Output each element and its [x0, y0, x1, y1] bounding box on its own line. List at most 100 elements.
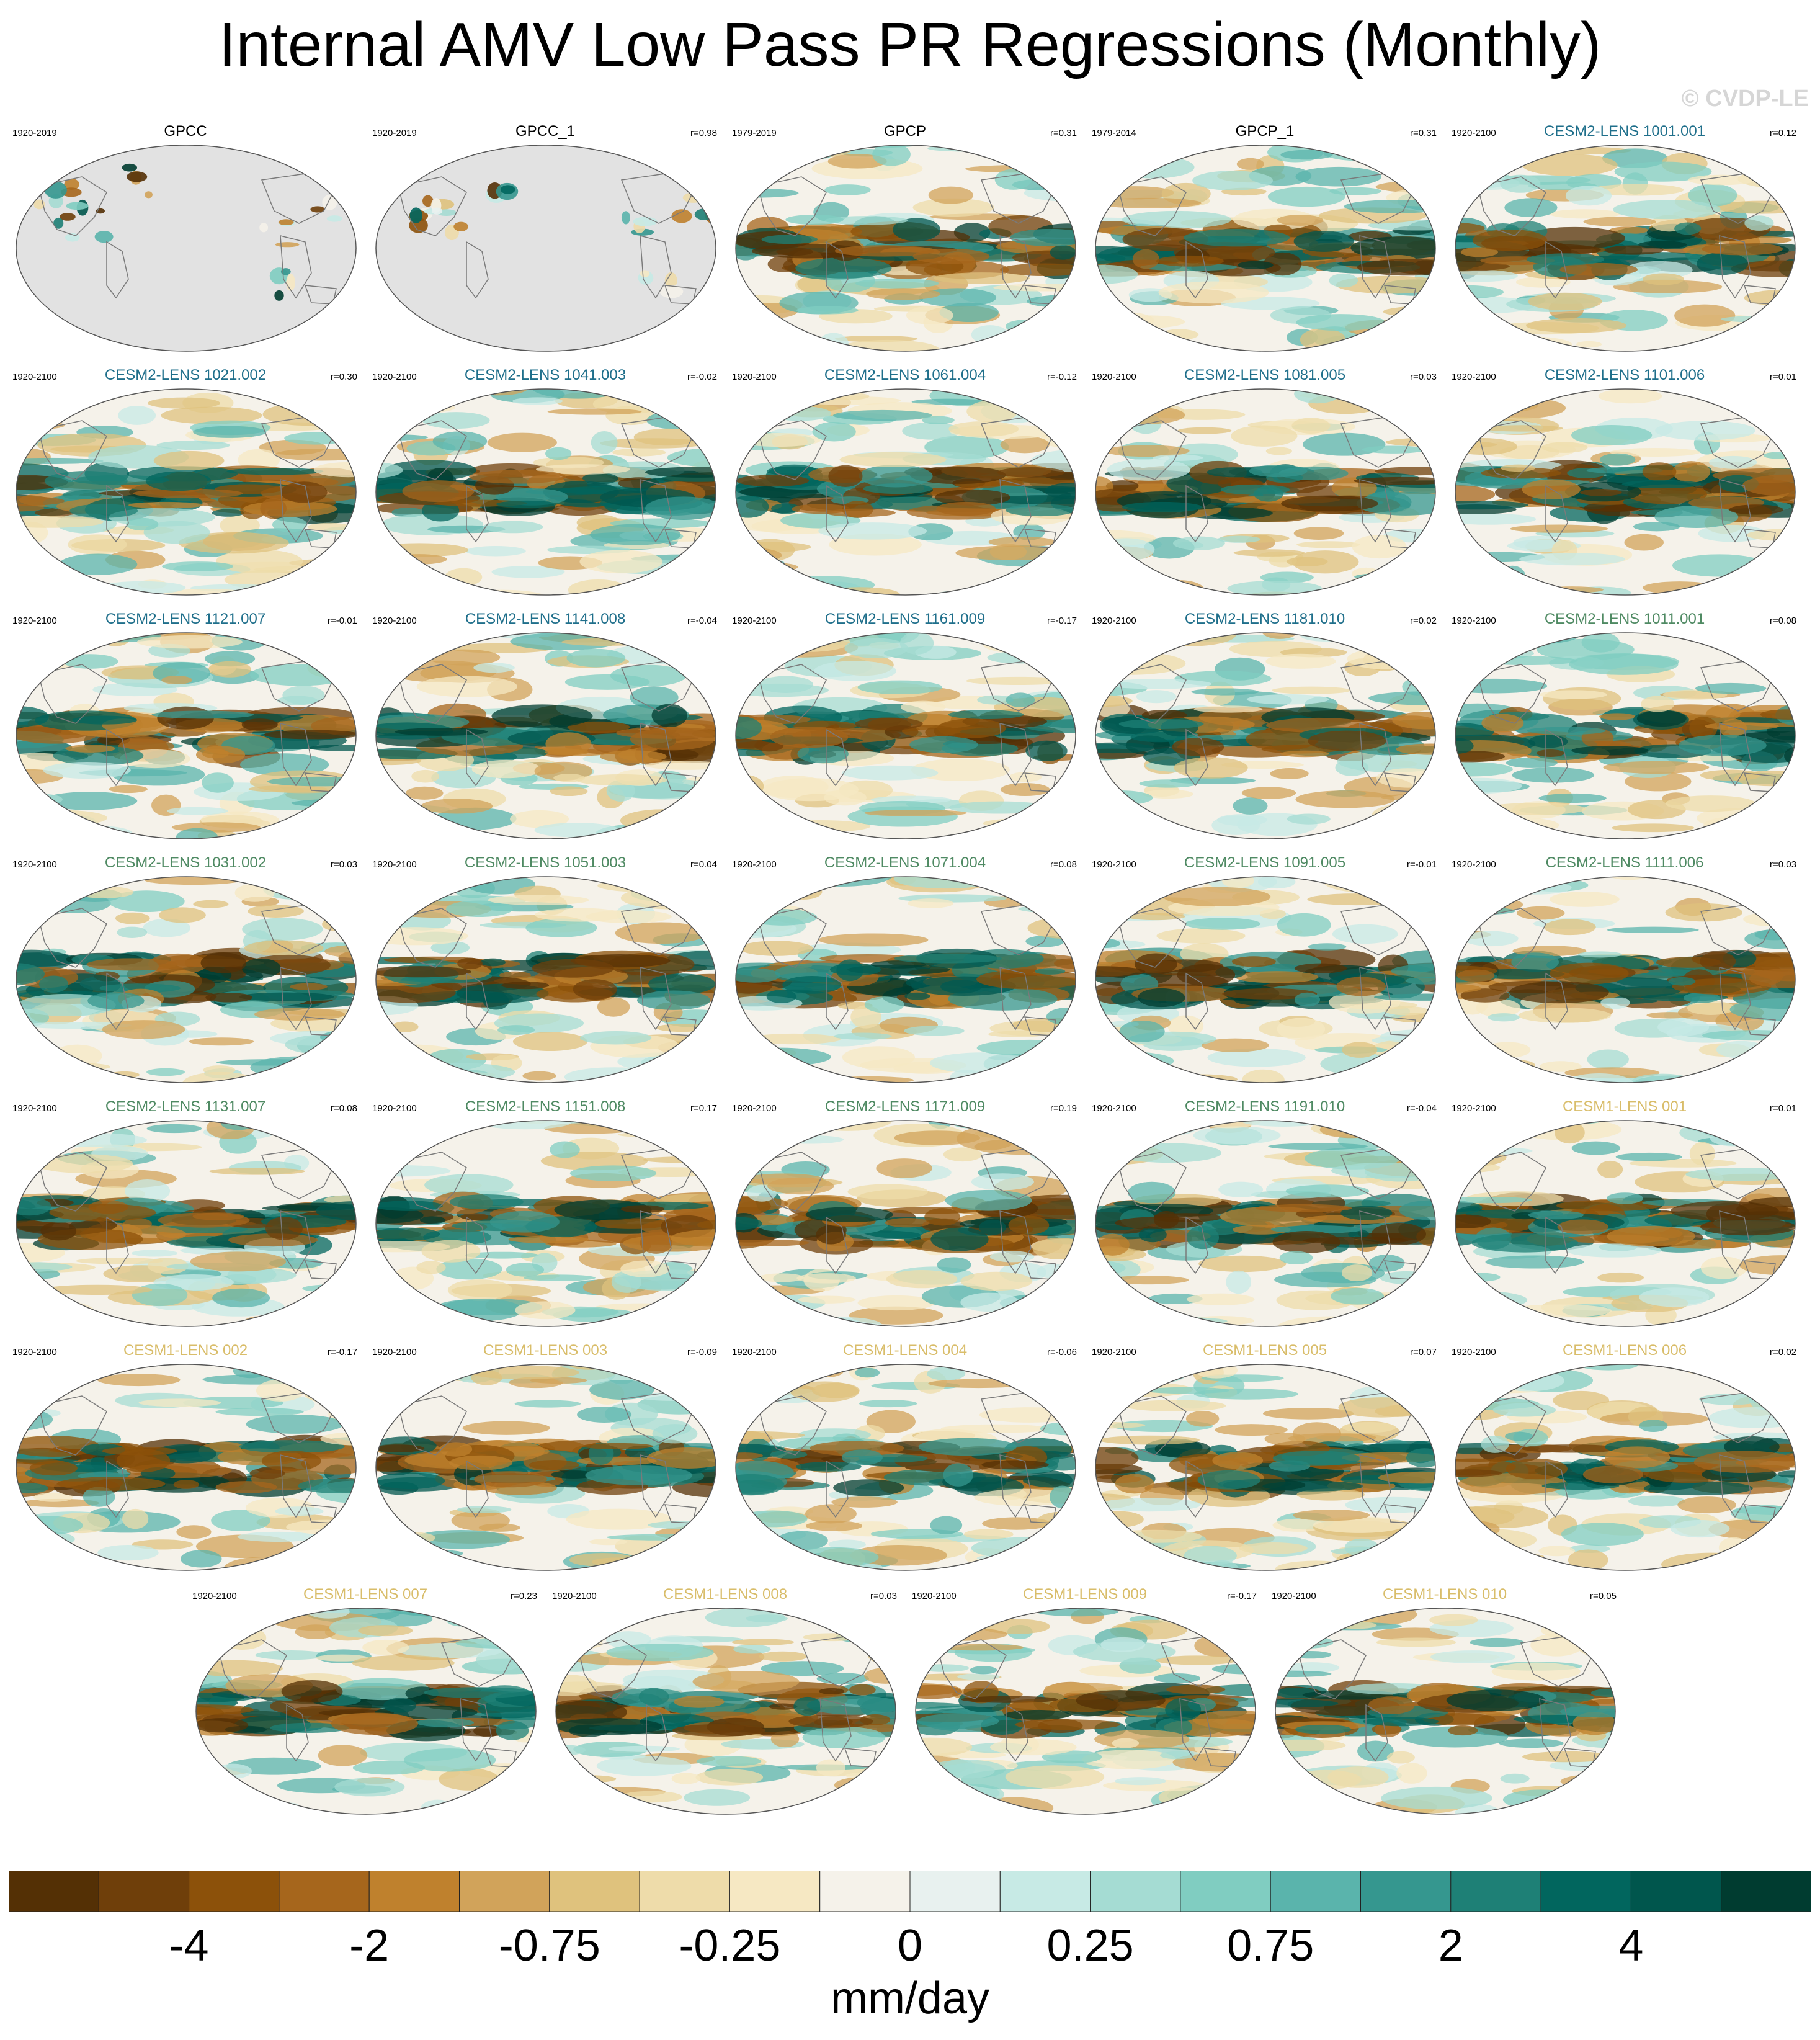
coastline: [640, 1210, 672, 1274]
panel-years: 1920-2100: [1452, 615, 1496, 626]
map-border: [16, 145, 357, 352]
coastline: [1545, 1216, 1568, 1274]
regression-field-patch: [624, 1553, 716, 1563]
regression-field-patch: [1182, 1610, 1249, 1632]
panel-title: CESM1-LENS 007: [303, 1586, 428, 1603]
panel-title: CESM1-LENS 010: [1382, 1586, 1507, 1603]
coastline: [1539, 1698, 1571, 1762]
regression-field-patch: [1571, 1141, 1621, 1155]
regression-field-patch: [270, 1722, 349, 1733]
regression-field-patch: [1577, 951, 1622, 958]
regression-field-patch: [1308, 943, 1347, 951]
regression-field-patch: [766, 466, 823, 476]
regression-field-patch: [979, 1407, 1076, 1423]
regression-field-patch: [832, 409, 932, 421]
regression-field-patch: [1156, 928, 1246, 944]
regression-field-patch: [1502, 1789, 1579, 1810]
regression-field-patch: [1097, 538, 1155, 561]
regression-field-patch: [424, 1687, 533, 1698]
regression-field-patch: [594, 1218, 669, 1229]
colorbar-swatch: [1721, 1871, 1811, 1912]
regression-field-patch: [1397, 394, 1435, 403]
regression-field-patch: [847, 1184, 929, 1200]
panel-correlation: r=-0.12: [1047, 372, 1077, 382]
regression-field-patch: [1500, 1773, 1530, 1784]
regression-field-patch: [1144, 1387, 1229, 1394]
regression-field-patch: [281, 389, 356, 400]
map-panel: CESM2-LENS 1161.009 1920-2100 r=-0.17: [728, 607, 1082, 849]
regression-field-patch: [1729, 504, 1783, 515]
regression-field-patch: [1132, 1121, 1198, 1136]
robinson-map: [1095, 876, 1436, 1083]
regression-field-patch: [1544, 919, 1596, 936]
regression-field-patch: [640, 1232, 672, 1254]
regression-field-patch: [322, 194, 337, 210]
colorbar-swatch: [1180, 1871, 1271, 1912]
regression-field-patch: [736, 1216, 762, 1230]
regression-field-patch: [1037, 1264, 1071, 1279]
regression-field-patch: [457, 1506, 512, 1513]
regression-field-patch: [1275, 1617, 1326, 1626]
regression-field-patch: [1283, 1803, 1370, 1814]
regression-field-patch: [866, 288, 940, 300]
regression-field-patch: [1311, 1794, 1342, 1814]
regression-field-patch: [573, 979, 617, 1000]
regression-field-patch: [318, 1745, 368, 1766]
regression-field-patch: [864, 809, 967, 816]
map-border: [1455, 145, 1796, 352]
regression-field-patch: [974, 1488, 1074, 1506]
coastline: [640, 1454, 672, 1518]
map-panel: CESM2-LENS 1131.007 1920-2100 r=0.08: [9, 1094, 362, 1336]
regression-field-patch: [1744, 215, 1774, 231]
regression-field-patch: [839, 452, 947, 467]
robinson-map: [735, 388, 1076, 596]
regression-field-patch: [1350, 236, 1435, 259]
regression-field-patch: [1472, 828, 1568, 839]
regression-field-patch: [410, 829, 453, 839]
regression-field-patch: [556, 1771, 572, 1790]
regression-field-patch: [656, 638, 716, 655]
map-panel: CESM1-LENS 005 1920-2100 r=0.07: [1088, 1338, 1442, 1580]
regression-field-patch: [1579, 489, 1622, 496]
regression-field-patch: [1095, 886, 1151, 895]
regression-field-patch: [941, 1763, 995, 1779]
regression-field-patch: [272, 1319, 330, 1326]
regression-field-patch: [924, 1208, 960, 1226]
regression-field-patch: [917, 1713, 999, 1729]
robinson-map: [375, 145, 716, 352]
regression-field-patch: [1753, 560, 1795, 579]
map-border: [1455, 876, 1796, 1083]
regression-field-patch: [422, 412, 490, 429]
regression-field-patch: [1517, 906, 1565, 920]
panel-correlation: r=0.03: [1410, 372, 1437, 382]
regression-field-patch: [474, 1471, 547, 1488]
regression-field-patch: [620, 1791, 683, 1803]
regression-field-patch: [29, 1461, 78, 1476]
regression-field-patch: [930, 1227, 989, 1251]
coastline: [826, 241, 849, 299]
robinson-map: [1095, 388, 1436, 596]
regression-field-patch: [591, 431, 618, 454]
regression-field-patch: [1538, 793, 1607, 803]
regression-field-patch: [143, 918, 191, 937]
regression-field-patch: [736, 1474, 785, 1496]
regression-field-patch: [204, 651, 256, 667]
regression-field-patch: [307, 522, 351, 531]
colorbar-swatch: [9, 1871, 99, 1912]
colorbar-tick-label: 0.25: [1046, 1921, 1134, 1971]
regression-field-patch: [212, 1288, 270, 1308]
regression-field-patch: [1708, 455, 1757, 469]
coastline: [1359, 723, 1391, 787]
regression-field-patch: [1375, 1317, 1435, 1326]
regression-field-patch: [833, 1479, 904, 1496]
regression-field-patch: [209, 1168, 305, 1175]
regression-field-patch: [1569, 653, 1679, 675]
panel-title: CESM2-LENS 1101.006: [1544, 367, 1705, 383]
regression-field-patch: [1095, 1294, 1150, 1318]
colorbar-tick-label: -0.75: [498, 1921, 600, 1971]
robinson-map: [16, 1364, 357, 1571]
regression-field-patch: [376, 966, 471, 978]
regression-field-patch: [1381, 636, 1431, 643]
regression-field-patch: [146, 1124, 202, 1134]
regression-field-patch: [1323, 145, 1424, 162]
